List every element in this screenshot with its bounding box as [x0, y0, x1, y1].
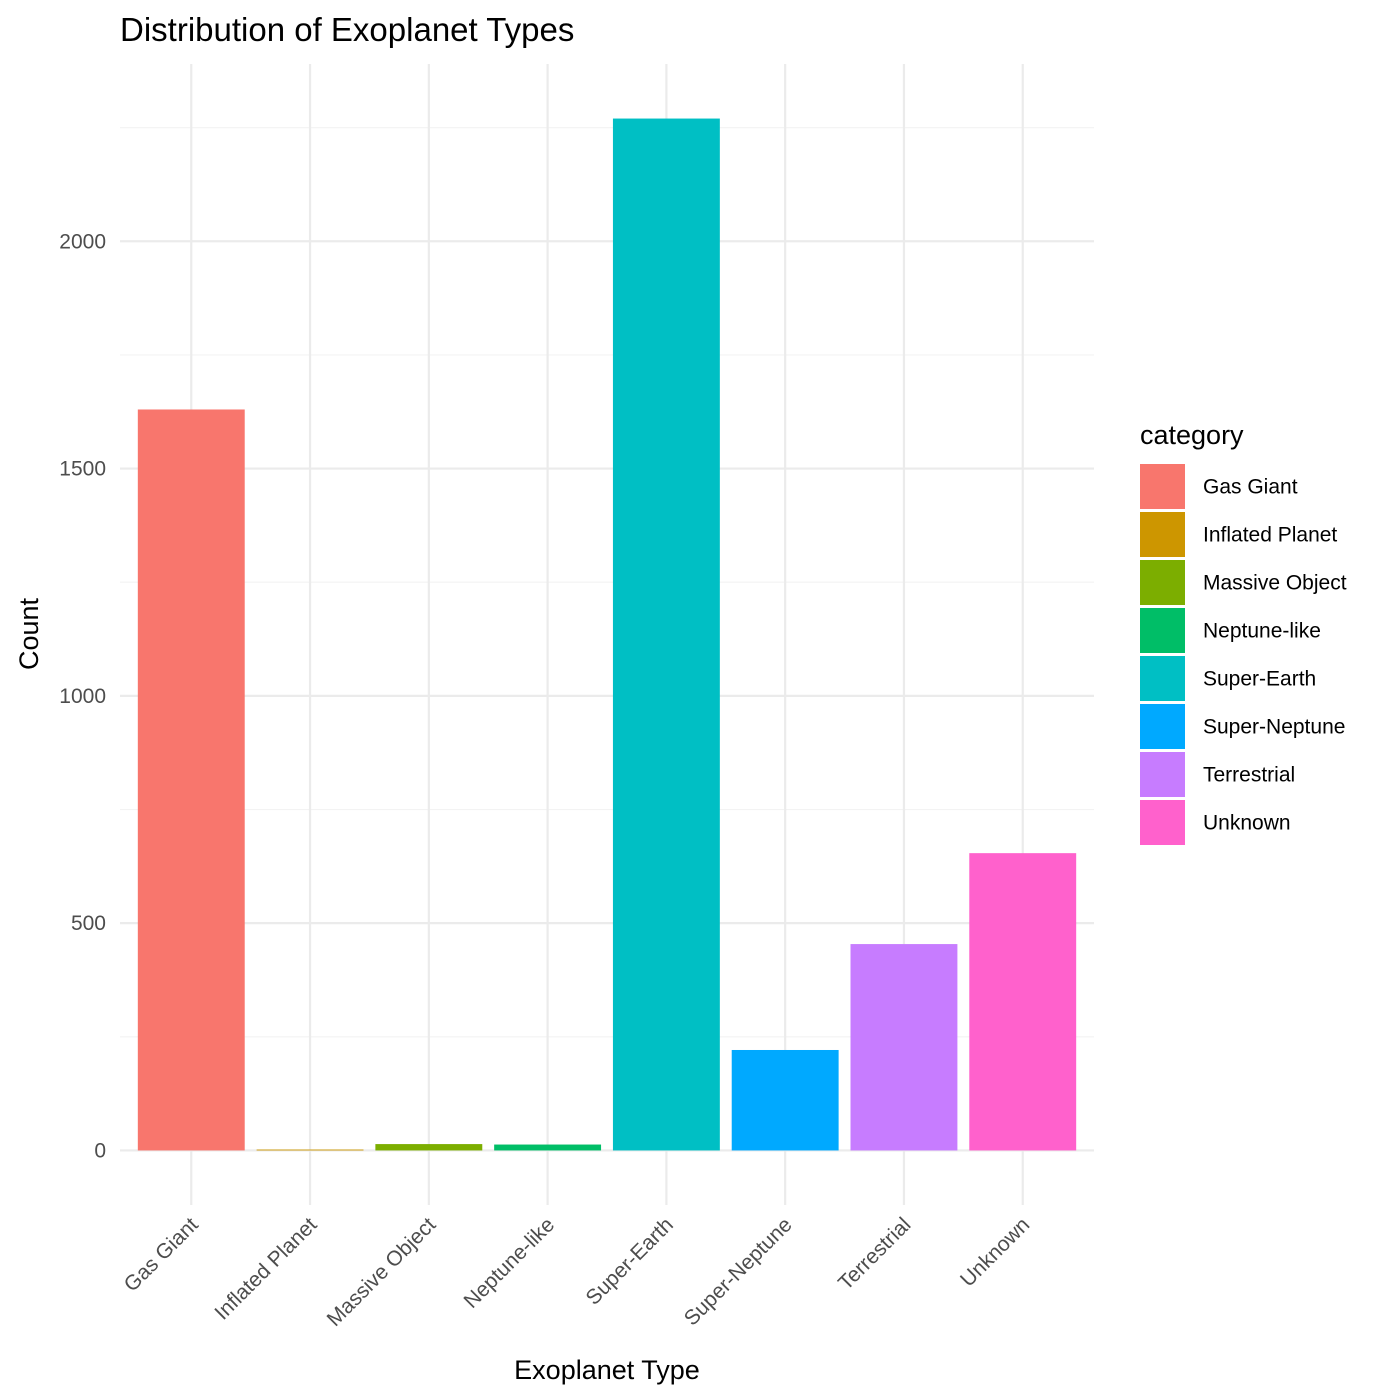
- y-tick-label: 500: [71, 912, 106, 935]
- legend-label: Super-Earth: [1203, 668, 1316, 691]
- x-tick-label: Terrestrial: [834, 1213, 915, 1294]
- legend-key: [1140, 704, 1185, 749]
- bar-unknown: [969, 853, 1077, 1151]
- legend-label: Massive Object: [1203, 572, 1347, 595]
- legend-label: Super-Neptune: [1203, 716, 1345, 739]
- y-tick-label: 1500: [59, 458, 106, 481]
- x-tick-label: Super-Neptune: [680, 1213, 797, 1330]
- bar-terrestrial: [850, 944, 958, 1151]
- x-tick-label: Neptune-like: [460, 1213, 560, 1313]
- legend-key: [1140, 560, 1185, 605]
- bar-super-neptune: [731, 1049, 839, 1151]
- legend: category Gas Giant Inflated Planet Massive…: [1140, 420, 1347, 845]
- legend-title: category: [1140, 420, 1244, 450]
- y-tick-label: 1000: [59, 685, 106, 708]
- legend-key: [1140, 512, 1185, 557]
- x-tick-label: Inflated Planet: [210, 1213, 321, 1324]
- y-tick-label: 0: [94, 1139, 106, 1162]
- bar-inflated-planet: [256, 1149, 364, 1151]
- bars: [137, 118, 1077, 1151]
- x-tick-label: Unknown: [956, 1213, 1034, 1291]
- y-tick-label: 2000: [59, 230, 106, 253]
- legend-label: Terrestrial: [1203, 764, 1295, 787]
- x-axis-tick-labels: Gas Giant Inflated Planet Massive Object Ne…: [120, 1213, 1035, 1331]
- legend-label: Inflated Planet: [1203, 524, 1337, 547]
- bar-neptune-like: [494, 1144, 602, 1151]
- chart-title: Distribution of Exoplanet Types: [120, 11, 574, 48]
- legend-key: [1140, 464, 1185, 509]
- bar-super-earth: [612, 118, 720, 1151]
- x-tick-label: Massive Object: [323, 1213, 441, 1331]
- legend-key: [1140, 800, 1185, 845]
- y-axis-title: Count: [14, 597, 44, 670]
- legend-key: [1140, 656, 1185, 701]
- legend-key: [1140, 608, 1185, 653]
- legend-key: [1140, 752, 1185, 797]
- bar-massive-object: [375, 1144, 483, 1151]
- x-axis-title: Exoplanet Type: [514, 1355, 700, 1385]
- legend-label: Gas Giant: [1203, 476, 1298, 499]
- legend-items: Gas Giant Inflated Planet Massive Object Ne…: [1140, 464, 1347, 845]
- x-tick-label: Super-Earth: [582, 1213, 678, 1309]
- legend-label: Neptune-like: [1203, 620, 1321, 643]
- bar-gas-giant: [137, 409, 245, 1151]
- x-tick-label: Gas Giant: [120, 1213, 203, 1296]
- legend-label: Unknown: [1203, 812, 1291, 835]
- y-axis-tick-labels: 0 500 1000 1500 2000: [59, 230, 106, 1162]
